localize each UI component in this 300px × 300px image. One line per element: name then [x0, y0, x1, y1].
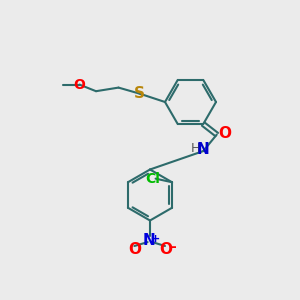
Text: O: O	[128, 242, 141, 256]
Text: +: +	[152, 233, 160, 244]
Text: N: N	[197, 142, 210, 157]
Text: -: -	[170, 241, 176, 254]
Text: N: N	[143, 233, 155, 248]
Text: O: O	[218, 127, 231, 142]
Text: O: O	[159, 242, 172, 256]
Text: O: O	[74, 78, 86, 92]
Text: S: S	[134, 86, 145, 101]
Text: Cl: Cl	[146, 172, 160, 186]
Text: H: H	[191, 142, 200, 155]
